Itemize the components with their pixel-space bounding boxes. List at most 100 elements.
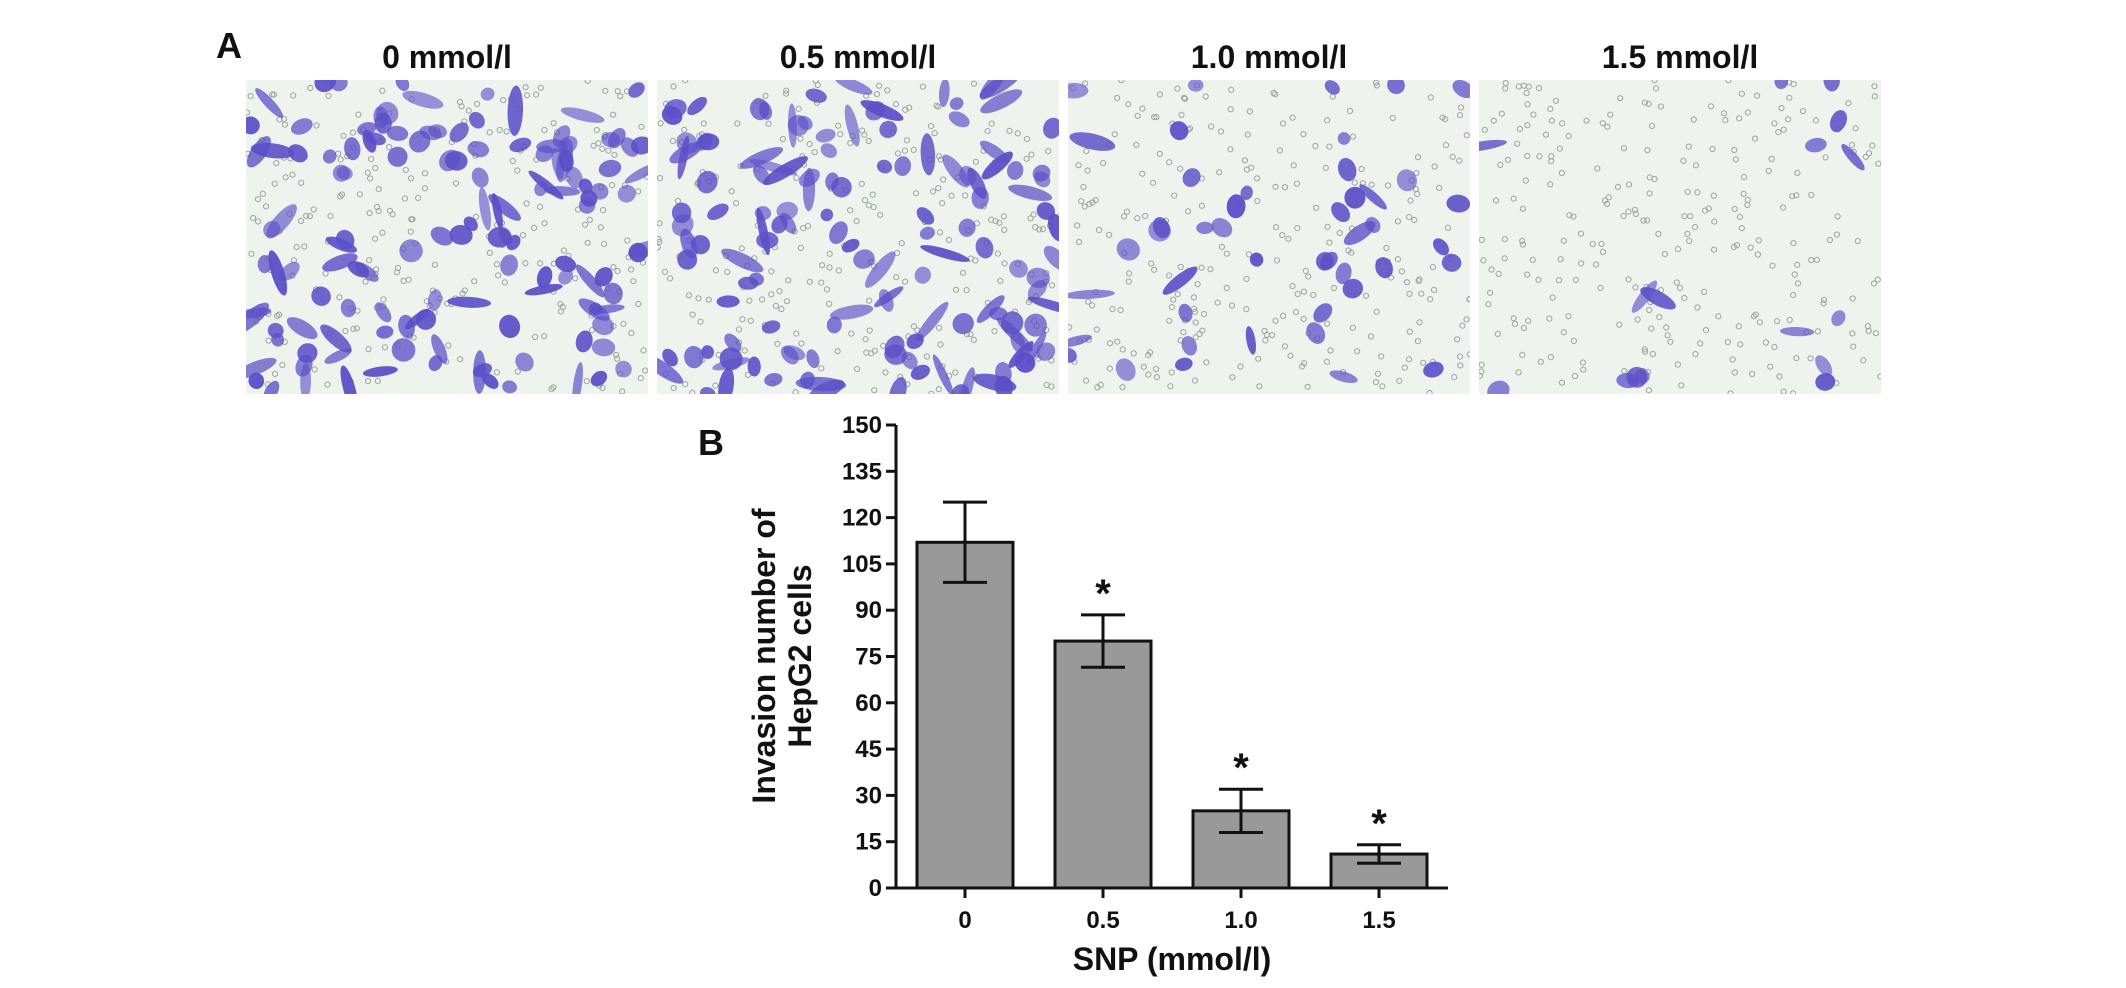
membrane-pore	[298, 217, 305, 224]
stained-cell	[246, 302, 270, 335]
membrane-pore	[1083, 148, 1090, 155]
stained-cell	[575, 264, 605, 298]
membrane-pore	[550, 120, 557, 127]
membrane-pore	[1080, 183, 1087, 191]
membrane-pore	[1198, 202, 1206, 209]
membrane-pore	[797, 135, 804, 142]
stained-cell	[395, 80, 410, 92]
membrane-pore	[865, 137, 872, 145]
stained-cell	[263, 380, 280, 394]
membrane-pore	[1747, 244, 1754, 251]
membrane-pore	[1735, 323, 1742, 330]
membrane-pore	[1190, 305, 1198, 312]
stained-cell	[906, 333, 924, 349]
membrane-pore	[1765, 167, 1772, 174]
membrane-pore	[682, 80, 689, 84]
membrane-pore	[1620, 145, 1628, 152]
membrane-pore	[362, 278, 369, 285]
membrane-pore	[893, 274, 900, 281]
stained-cell	[1249, 252, 1264, 267]
membrane-pore	[1130, 350, 1137, 357]
membrane-pore	[1217, 128, 1225, 135]
membrane-pore	[1791, 271, 1798, 278]
stained-cell	[981, 151, 1014, 180]
membrane-pore	[1324, 320, 1331, 327]
membrane-pore	[935, 103, 942, 110]
membrane-pore	[1358, 165, 1365, 173]
membrane-pore	[374, 377, 381, 384]
membrane-pore	[620, 320, 627, 327]
stained-cell	[748, 272, 764, 286]
membrane-pore	[1454, 336, 1461, 343]
membrane-pore	[1535, 276, 1542, 283]
membrane-pore	[1715, 313, 1722, 320]
membrane-pore	[1166, 159, 1173, 166]
membrane-pore	[712, 382, 719, 389]
y-tick-label: 105	[842, 551, 882, 578]
membrane-pore	[610, 111, 617, 118]
membrane-pore	[1558, 379, 1566, 386]
membrane-pore	[1648, 325, 1655, 332]
membrane-pore	[1324, 117, 1331, 124]
membrane-pore	[1694, 189, 1701, 196]
membrane-pore	[1694, 304, 1701, 311]
membrane-pore	[1100, 160, 1107, 167]
membrane-pore	[1463, 316, 1470, 323]
membrane-pore	[532, 333, 539, 341]
stained-cell	[980, 89, 1023, 114]
membrane-pore	[783, 87, 790, 94]
membrane-pore	[898, 240, 905, 247]
membrane-pore	[1793, 192, 1800, 199]
membrane-pore	[1068, 324, 1073, 331]
membrane-pore	[614, 355, 621, 362]
stained-cell	[1162, 266, 1198, 295]
stained-cell	[320, 324, 352, 353]
membrane-pore	[1442, 142, 1450, 149]
membrane-pore	[818, 365, 825, 372]
membrane-pore	[290, 92, 297, 99]
stained-cell	[1487, 380, 1510, 394]
membrane-pore	[1414, 338, 1422, 345]
membrane-pore	[1794, 169, 1801, 176]
stained-cell	[1359, 184, 1387, 210]
membrane-pore	[991, 328, 998, 335]
membrane-pore	[1171, 192, 1178, 199]
membrane-pore	[271, 180, 278, 187]
stained-cell	[268, 250, 288, 296]
membrane-pore	[1821, 296, 1828, 304]
membrane-pore	[1401, 364, 1408, 371]
membrane-pore	[959, 269, 967, 276]
membrane-pore	[948, 192, 955, 199]
membrane-pore	[1738, 90, 1746, 97]
membrane-pore	[635, 300, 642, 307]
stained-cell	[915, 301, 949, 342]
membrane-pore	[386, 207, 394, 214]
stained-cell	[624, 163, 648, 184]
membrane-pore	[1820, 300, 1827, 307]
membrane-pore	[372, 165, 379, 172]
membrane-pore	[583, 378, 590, 385]
membrane-pore	[745, 371, 752, 378]
membrane-pore	[1196, 330, 1203, 338]
membrane-pore	[834, 348, 841, 355]
membrane-pore	[1214, 299, 1221, 306]
membrane-pore	[848, 330, 855, 337]
membrane-pore	[1368, 181, 1375, 188]
stained-cell	[878, 288, 894, 312]
stained-cell	[376, 325, 394, 339]
membrane-pore	[1768, 155, 1775, 163]
stained-cell	[1245, 326, 1256, 355]
membrane-pore	[393, 269, 400, 276]
stained-cell	[1616, 373, 1640, 389]
stained-cell	[695, 132, 713, 151]
membrane-pore	[952, 369, 959, 376]
membrane-pore	[394, 264, 402, 272]
membrane-pore	[1354, 348, 1361, 355]
membrane-pore	[1326, 143, 1333, 150]
membrane-pore	[1776, 373, 1783, 380]
membrane-pore	[705, 296, 712, 303]
stained-cell	[787, 115, 809, 136]
membrane-pore	[1617, 95, 1624, 102]
membrane-pore	[1085, 298, 1092, 305]
membrane-pore	[1276, 147, 1284, 154]
